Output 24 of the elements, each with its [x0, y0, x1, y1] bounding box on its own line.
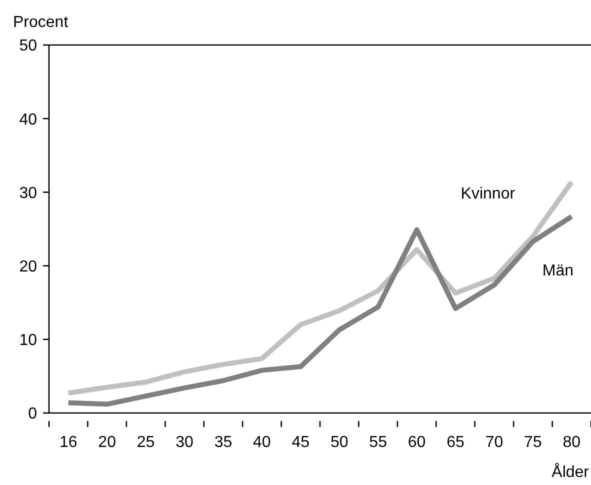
x-tick-label: 75 [524, 434, 542, 451]
x-tick-label: 30 [176, 434, 194, 451]
y-tick-label: 20 [19, 258, 38, 276]
x-tick-label: 20 [98, 434, 116, 451]
y-axis-title: Procent [13, 14, 69, 31]
x-tick-label: 40 [253, 434, 271, 451]
x-tick-label: 65 [446, 434, 464, 451]
y-tick-label: 50 [19, 38, 38, 55]
x-tick-label: 55 [369, 434, 388, 451]
x-tick-label: 50 [330, 434, 348, 451]
y-tick-label: 0 [28, 406, 38, 423]
y-tick-label: 10 [19, 332, 38, 350]
text: Kvinnor [460, 185, 516, 202]
x-tick-label: 80 [562, 434, 581, 451]
y-tick-label: 30 [19, 184, 38, 202]
x-tick-label: 70 [485, 434, 504, 451]
series-label: Män [542, 262, 574, 280]
x-axis-title: Ålder [552, 463, 590, 481]
x-tick-label: 45 [292, 434, 310, 451]
x-tick-label: 16 [59, 434, 78, 451]
x-tick-label: 60 [408, 434, 426, 451]
y-tick-label: 40 [19, 111, 38, 128]
x-tick-label: 25 [136, 434, 155, 451]
x-tick-label: 35 [214, 434, 232, 451]
